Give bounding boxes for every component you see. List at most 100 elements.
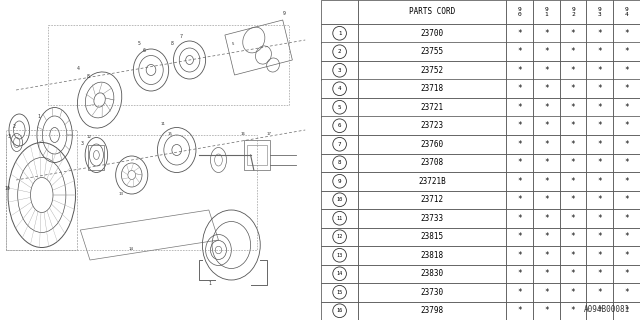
Text: *: * [598, 103, 602, 112]
Circle shape [333, 119, 346, 132]
Text: *: * [624, 251, 629, 260]
Text: *: * [517, 121, 522, 130]
Text: 23708: 23708 [420, 158, 444, 167]
Bar [506, 43, 533, 61]
Bar [506, 24, 533, 43]
Text: *: * [571, 121, 575, 130]
Bar [533, 43, 560, 61]
Bar [506, 265, 533, 283]
Bar [560, 154, 586, 172]
Text: 9
3: 9 3 [598, 7, 602, 17]
Bar [506, 246, 533, 265]
Text: 12: 12 [87, 134, 92, 139]
Text: 3: 3 [8, 133, 11, 139]
Text: *: * [598, 84, 602, 93]
Text: 23718: 23718 [420, 84, 444, 93]
Circle shape [333, 267, 346, 281]
Text: *: * [544, 251, 548, 260]
Bar [358, 190, 506, 209]
Text: 14: 14 [337, 271, 343, 276]
Bar [560, 172, 586, 190]
Bar [560, 135, 586, 154]
Text: 23815: 23815 [420, 232, 444, 241]
Bar [321, 301, 358, 320]
Bar [586, 209, 613, 228]
Bar [358, 79, 506, 98]
Bar [321, 246, 358, 265]
Text: *: * [571, 66, 575, 75]
Bar [533, 116, 560, 135]
Text: *: * [517, 29, 522, 38]
Text: *: * [571, 158, 575, 167]
Bar [533, 209, 560, 228]
Bar [533, 172, 560, 190]
Text: 15: 15 [337, 290, 343, 295]
Bar [506, 98, 533, 116]
Bar [321, 61, 358, 79]
Text: 23830: 23830 [420, 269, 444, 278]
Bar [506, 283, 533, 301]
Text: *: * [571, 214, 575, 223]
Bar [358, 98, 506, 116]
Bar [506, 79, 533, 98]
Bar [613, 98, 640, 116]
Bar [613, 172, 640, 190]
Text: *: * [624, 121, 629, 130]
Bar [321, 209, 358, 228]
Bar [613, 246, 640, 265]
Bar [586, 135, 613, 154]
Text: 8: 8 [87, 74, 90, 78]
Bar [506, 0, 533, 24]
Text: 9
1: 9 1 [545, 7, 548, 17]
Bar [506, 135, 533, 154]
Text: *: * [544, 158, 548, 167]
Bar [586, 172, 613, 190]
Bar [358, 0, 506, 24]
Text: *: * [544, 66, 548, 75]
Bar [613, 79, 640, 98]
Bar [533, 246, 560, 265]
Text: *: * [517, 269, 522, 278]
Bar [321, 79, 358, 98]
Text: *: * [571, 251, 575, 260]
Circle shape [333, 285, 346, 299]
Text: *: * [544, 232, 548, 241]
Bar [613, 135, 640, 154]
Text: 6: 6 [143, 49, 146, 53]
Bar [321, 116, 358, 135]
Bar [560, 209, 586, 228]
Bar [560, 246, 586, 265]
Text: *: * [624, 195, 629, 204]
Text: *: * [544, 84, 548, 93]
Text: *: * [571, 84, 575, 93]
Bar [613, 283, 640, 301]
Bar [586, 301, 613, 320]
Text: *: * [598, 232, 602, 241]
Text: 11: 11 [337, 216, 343, 221]
Bar [358, 228, 506, 246]
Text: 1: 1 [209, 281, 212, 286]
Text: 12: 12 [337, 234, 343, 239]
Text: *: * [598, 306, 602, 315]
Bar [586, 79, 613, 98]
Bar [586, 98, 613, 116]
Text: *: * [571, 195, 575, 204]
Bar [358, 209, 506, 228]
Text: 8: 8 [170, 41, 173, 46]
Circle shape [333, 45, 346, 59]
Text: *: * [598, 29, 602, 38]
Text: *: * [571, 306, 575, 315]
Text: *: * [544, 177, 548, 186]
Text: *: * [544, 214, 548, 223]
Text: *: * [624, 232, 629, 241]
Bar [586, 61, 613, 79]
Text: 4: 4 [338, 86, 341, 91]
Bar [586, 116, 613, 135]
Text: *: * [571, 47, 575, 56]
Text: 4: 4 [77, 66, 80, 71]
Text: *: * [544, 269, 548, 278]
Bar [613, 209, 640, 228]
Text: 16: 16 [241, 132, 246, 136]
Bar [560, 301, 586, 320]
Bar [586, 24, 613, 43]
